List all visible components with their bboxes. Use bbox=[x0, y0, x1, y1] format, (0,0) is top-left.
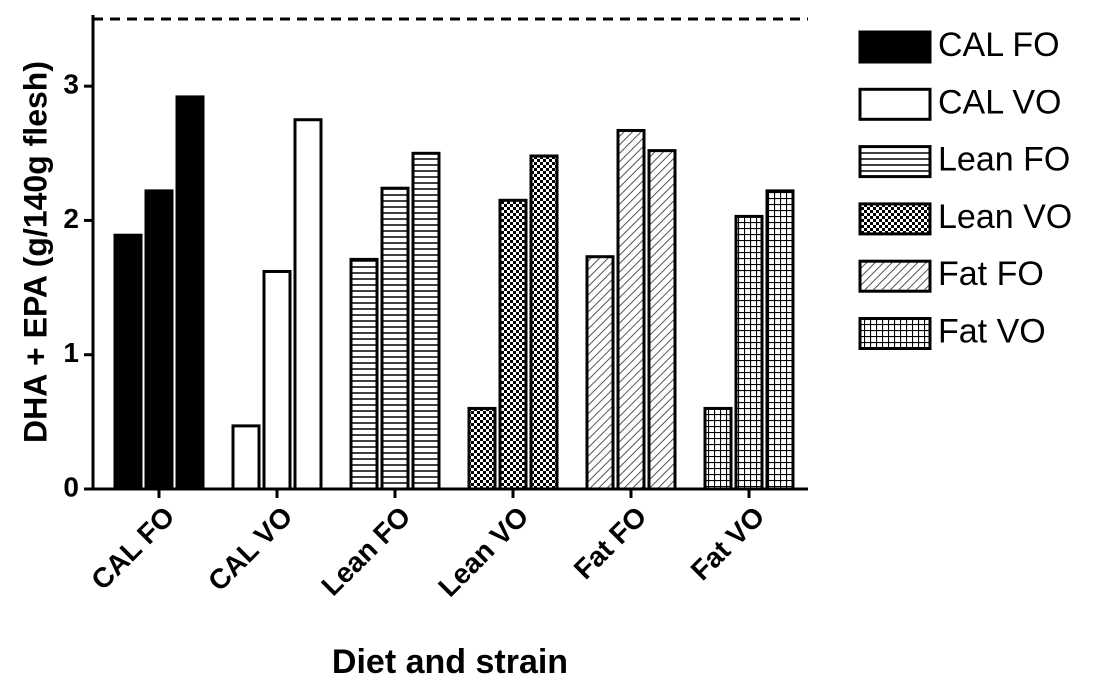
bar bbox=[734, 214, 764, 491]
legend-swatch bbox=[858, 202, 932, 236]
bar bbox=[175, 95, 205, 491]
bar bbox=[293, 118, 323, 491]
legend-swatch bbox=[858, 145, 932, 179]
y-tick-label: 0 bbox=[63, 471, 79, 502]
bar bbox=[647, 149, 677, 491]
bar bbox=[467, 406, 497, 491]
bar bbox=[231, 424, 261, 491]
bar bbox=[703, 406, 733, 491]
y-tick-label: 1 bbox=[63, 337, 79, 368]
legend-swatch bbox=[858, 30, 932, 64]
legend-label: Fat VO bbox=[938, 312, 1046, 350]
legend-label: Lean VO bbox=[938, 198, 1072, 236]
bar bbox=[380, 186, 410, 491]
bar bbox=[262, 269, 292, 491]
y-tick-label: 3 bbox=[63, 69, 79, 100]
x-axis-label: Diet and strain bbox=[332, 643, 568, 681]
bar bbox=[411, 151, 441, 491]
x-tick-label: Lean FO bbox=[315, 501, 416, 602]
bar bbox=[349, 257, 379, 491]
legend-swatch bbox=[858, 87, 932, 121]
legend-label: CAL VO bbox=[938, 83, 1061, 121]
x-tick-label: CAL VO bbox=[202, 501, 298, 597]
bar bbox=[765, 189, 795, 491]
legend-label: Fat FO bbox=[938, 255, 1044, 293]
bar bbox=[498, 198, 528, 491]
bar bbox=[616, 128, 646, 491]
bar bbox=[144, 189, 174, 491]
x-tick-label: Fat VO bbox=[685, 501, 771, 587]
bar bbox=[585, 255, 615, 491]
x-tick-label: Lean VO bbox=[432, 501, 534, 603]
x-tick-label: Fat FO bbox=[568, 501, 653, 586]
legend-label: Lean FO bbox=[938, 141, 1070, 179]
y-tick-label: 2 bbox=[63, 203, 79, 234]
bar bbox=[113, 233, 143, 491]
y-axis-label: DHA + EPA (g/140g flesh) bbox=[17, 61, 53, 443]
x-tick-label: CAL FO bbox=[85, 501, 180, 596]
legend-label: CAL FO bbox=[938, 26, 1060, 64]
legend-swatch bbox=[858, 259, 932, 293]
bar bbox=[529, 154, 559, 491]
legend-swatch bbox=[858, 317, 932, 350]
